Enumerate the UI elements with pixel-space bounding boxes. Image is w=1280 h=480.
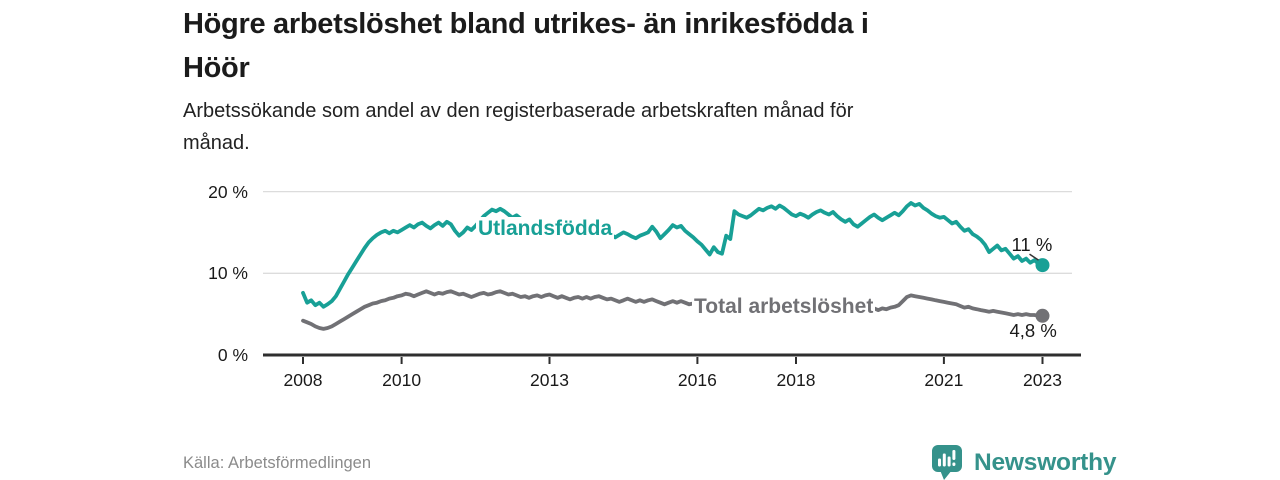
series-label-total-arbetsloshet: Total arbetslöshet <box>692 295 876 319</box>
x-axis-tick-label: 2010 <box>382 370 422 390</box>
x-axis-tick-label: 2016 <box>677 370 717 390</box>
chart-subtitle: Arbetssökande som andel av den registerb… <box>183 100 854 154</box>
y-axis-tick-label: 10 % <box>208 263 248 284</box>
newsworthy-branding: Newsworthy <box>930 443 1117 480</box>
newsworthy-speech-bubble-bars-icon <box>932 445 962 480</box>
y-axis-tick-label: 20 % <box>208 181 248 202</box>
end-value-label-utlandsfodda: 11 % <box>1011 234 1053 256</box>
series-label-utlandsfodda: Utlandsfödda <box>476 217 615 241</box>
newsworthy-wordmark: Newsworthy <box>974 449 1117 476</box>
x-axis-tick-label: 2018 <box>776 370 816 390</box>
page-title: Högre arbetslöshet bland utrikes- än inr… <box>183 8 869 84</box>
x-axis-tick-label: 2008 <box>283 370 323 390</box>
y-axis-tick-label: 0 % <box>217 345 248 365</box>
x-axis-tick-label: 2013 <box>530 370 569 390</box>
x-axis-tick-label: 2023 <box>1023 370 1062 390</box>
end-value-label-total: 4,8 % <box>1009 319 1057 341</box>
source-note: Källa: Arbetsförmedlingen <box>183 454 372 472</box>
x-axis-tick-label: 2021 <box>924 370 964 390</box>
